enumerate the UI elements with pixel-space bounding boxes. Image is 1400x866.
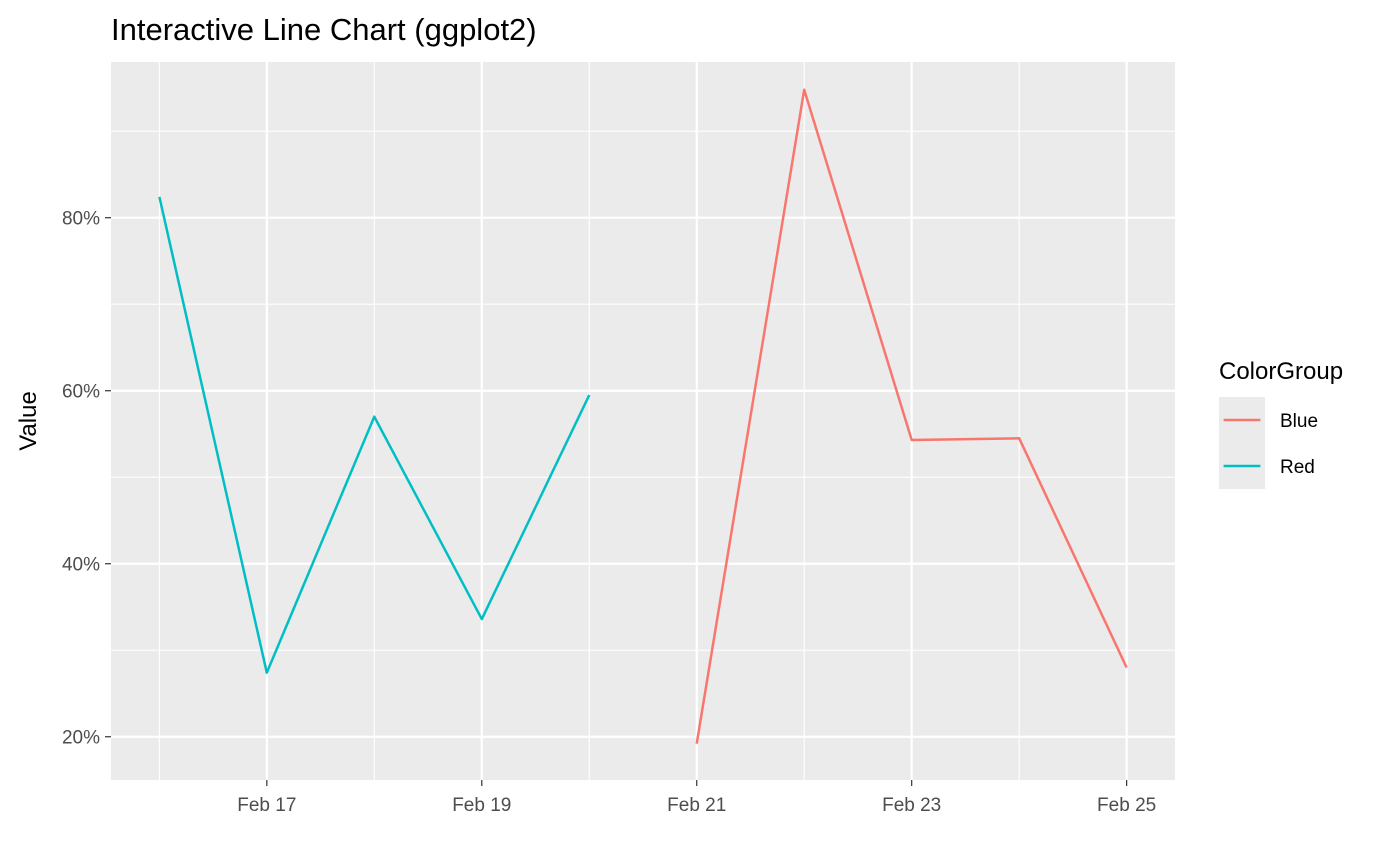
x-tick-label: Feb 19	[452, 795, 511, 816]
y-tick-label: 80%	[62, 209, 100, 230]
series-line-red	[158, 196, 591, 674]
y-tick-label: 40%	[62, 555, 100, 576]
y-tick-label: 60%	[62, 382, 100, 403]
plot-panel	[111, 62, 1175, 780]
x-tick-label: Feb 21	[667, 795, 726, 816]
minor-gridlines	[111, 62, 1175, 780]
y-tick-label: 20%	[62, 728, 100, 749]
x-tick-label: Feb 25	[1097, 795, 1156, 816]
legend-title: ColorGroup	[1219, 358, 1343, 385]
chart-title: Interactive Line Chart (ggplot2)	[111, 12, 537, 47]
y-axis-title: Value	[15, 391, 42, 451]
series-lines	[158, 88, 1128, 744]
legend: ColorGroup Blue Red	[1219, 358, 1343, 489]
legend-label-blue: Blue	[1280, 411, 1318, 432]
major-gridlines	[111, 62, 1175, 780]
x-tick-label: Feb 23	[882, 795, 941, 816]
series-line-blue	[695, 88, 1128, 744]
x-tick-label: Feb 17	[237, 795, 296, 816]
x-axis: Feb 17 Feb 19 Feb 21 Feb 23 Feb 25	[237, 780, 1156, 816]
legend-label-red: Red	[1280, 457, 1315, 478]
y-axis: 20% 40% 60% 80%	[62, 209, 111, 749]
